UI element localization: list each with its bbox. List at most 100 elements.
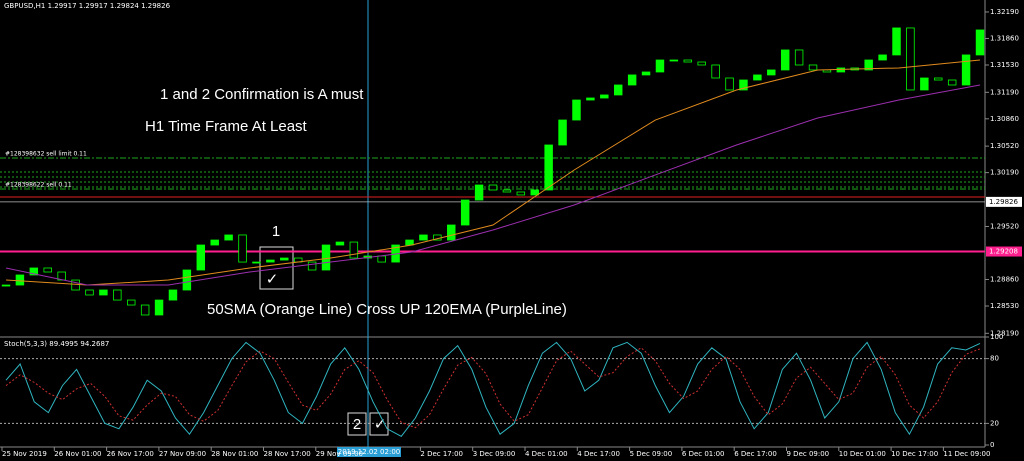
y-tick-label: 1.30860: [990, 115, 1019, 123]
order-label: #128398632 sell limit 0.11: [5, 151, 87, 158]
candle: [335, 241, 345, 246]
candle: [447, 224, 456, 241]
current-price-box: [986, 196, 1022, 207]
candle: [864, 59, 873, 71]
candle: [196, 244, 206, 271]
candle: [530, 189, 539, 196]
candle: [516, 191, 526, 196]
alert-price-label: 1.29208: [989, 248, 1018, 256]
candle: [419, 234, 428, 241]
candle: [600, 94, 609, 99]
candle: [168, 289, 178, 301]
y-tick-label: 1.29520: [990, 222, 1019, 230]
candle: [29, 267, 39, 276]
order-label: #128398622 sell 0.11: [5, 182, 72, 189]
candle: [683, 59, 693, 63]
candle: [99, 289, 108, 296]
candle: [460, 199, 470, 226]
y-tick-label: 1.31530: [990, 61, 1019, 69]
candle: [934, 77, 943, 81]
candle: [878, 54, 887, 61]
symbol-header: GBPUSD,H1 1.29917 1.29917 1.29824 1.2982…: [4, 2, 171, 10]
y-tick-label: 1.28530: [990, 302, 1019, 310]
candle: [780, 49, 790, 71]
x-tick-label: 4 Dec 01:00: [525, 450, 568, 458]
y-tick-label: 1.31860: [990, 34, 1019, 42]
candle: [572, 99, 581, 121]
highlight-box: [259, 246, 294, 290]
candle: [697, 61, 706, 66]
candle: [836, 67, 846, 73]
candle: [655, 59, 665, 73]
y-tick-label: 100: [990, 333, 1003, 341]
y-tick-label: 1.28190: [990, 329, 1019, 337]
candle: [711, 64, 720, 79]
candle: [739, 79, 748, 91]
candle: [238, 234, 247, 263]
candle: [614, 84, 623, 96]
candle: [252, 261, 261, 264]
candle: [127, 299, 136, 306]
candle: [474, 184, 484, 201]
x-tick-label: 5 Dec 09:00: [630, 450, 673, 458]
annotation: 1 and 2 Confirmation is A must: [160, 86, 364, 103]
x-tick-label: 29 Nov 09:00: [316, 450, 363, 458]
candle: [154, 299, 164, 316]
y-tick-label: 1.30190: [990, 169, 1019, 177]
candle: [43, 267, 52, 273]
x-tick-label: 6 Dec 17:00: [734, 450, 777, 458]
candle: [627, 74, 637, 86]
y-tick-label: 0: [990, 441, 994, 449]
candle: [113, 289, 122, 301]
alert-price-box: [986, 246, 1022, 257]
candle: [1, 284, 11, 287]
cursor-time-box: [337, 447, 401, 457]
candle: [669, 59, 679, 62]
candle: [321, 244, 331, 271]
candle: [15, 274, 25, 286]
x-tick-label: 4 Dec 17:00: [577, 450, 620, 458]
candle: [280, 257, 289, 261]
y-tick-label: 20: [990, 419, 999, 427]
candle: [377, 255, 386, 263]
candle: [586, 97, 595, 101]
candle: [544, 144, 553, 191]
x-tick-label: 27 Nov 09:00: [159, 450, 206, 458]
y-tick-label: 1.28860: [990, 275, 1019, 283]
indicator-line: [5, 347, 981, 429]
indicator-line: [5, 84, 981, 286]
candle: [892, 27, 901, 56]
indicator-line: [5, 341, 981, 438]
y-tick-label: 1.30520: [990, 142, 1019, 150]
x-tick-label: 28 Nov 01:00: [211, 450, 258, 458]
annotation: H1 Time Frame At Least: [145, 118, 308, 135]
candle: [307, 261, 317, 271]
y-tick-label: 1.31190: [990, 88, 1019, 96]
highlight-box: [347, 412, 367, 436]
candle: [947, 79, 957, 86]
x-tick-label: 28 Nov 17:00: [264, 450, 311, 458]
candle: [753, 74, 762, 81]
candle: [224, 234, 233, 241]
indicator-line: [5, 59, 981, 286]
x-tick-label: 25 Nov 2019: [2, 450, 47, 458]
candle: [266, 259, 275, 263]
candle: [725, 77, 734, 91]
candle: [140, 304, 150, 316]
x-tick-label: 6 Dec 01:00: [682, 450, 725, 458]
candle: [906, 27, 915, 91]
candle: [767, 69, 776, 76]
y-tick-label: 80: [990, 355, 999, 363]
x-tick-label: 11 Dec 09:00: [943, 450, 990, 458]
candle: [961, 54, 971, 86]
mark-label: 2: [353, 416, 361, 433]
cursor-time: 2019.12.02 02:00: [338, 448, 400, 456]
x-tick-label: 3 Dec 09:00: [473, 450, 516, 458]
candle: [808, 64, 818, 71]
candle: [558, 119, 567, 146]
x-tick-label: 2 Dec 17:00: [420, 450, 463, 458]
check: ✓: [266, 271, 279, 288]
